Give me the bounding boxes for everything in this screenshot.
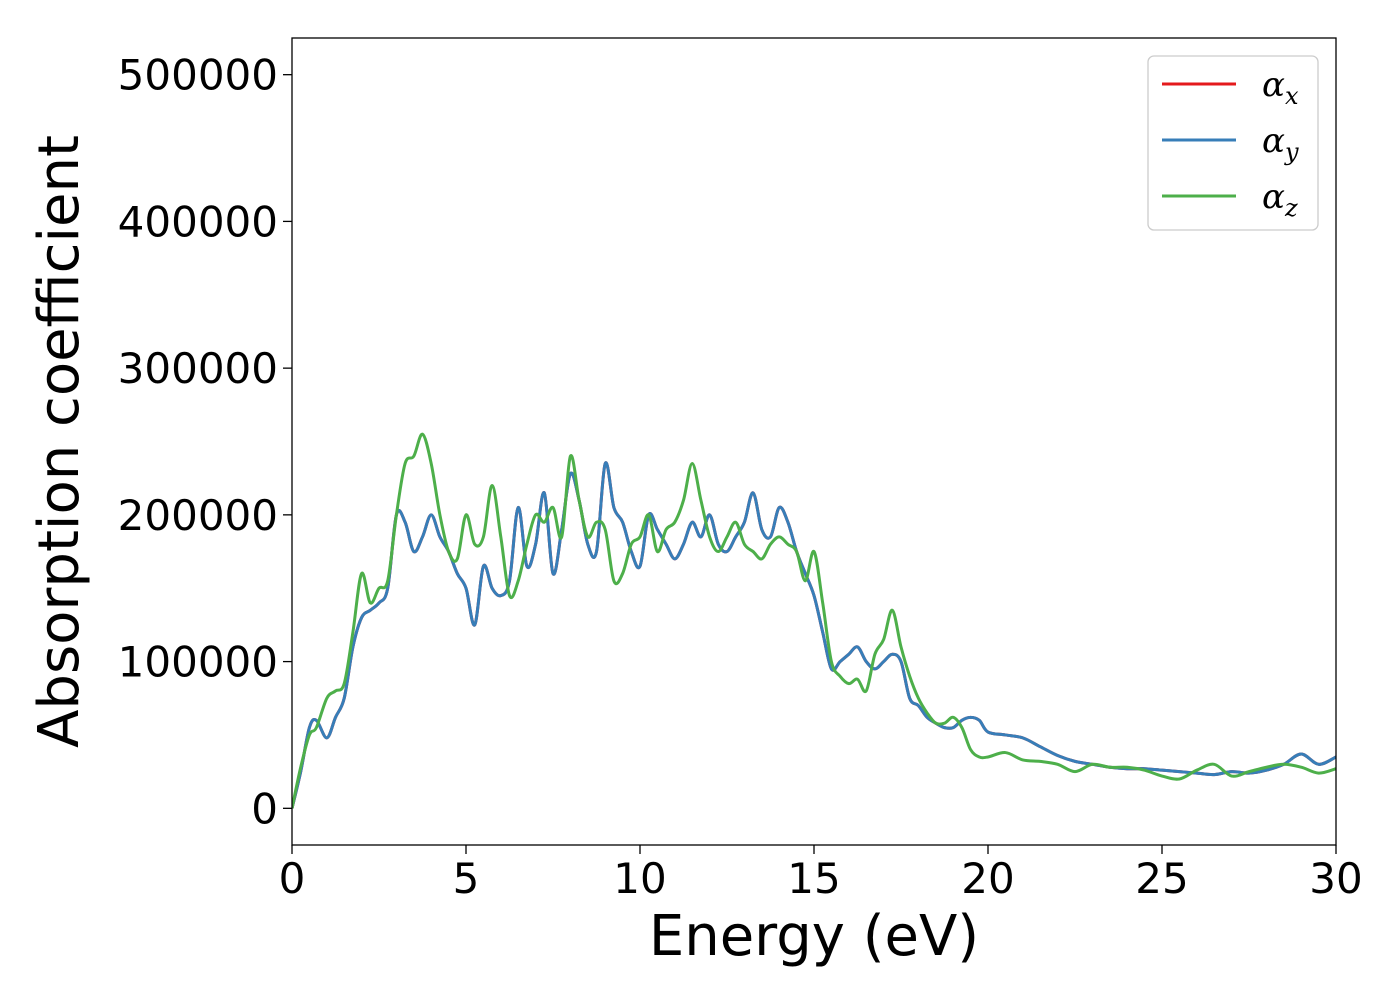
x-tick-label: 20 <box>961 854 1014 903</box>
legend-label: αy <box>1262 121 1299 166</box>
axes: 0 5 10 15 20 25 30 0 100000 200000 300000 400000 500… <box>27 37 1363 969</box>
legend-entry-y: αy <box>1162 121 1299 166</box>
y-tick-label: 200000 <box>118 491 278 540</box>
y-tick-label: 300000 <box>118 344 278 393</box>
series-line-x <box>292 461 1336 809</box>
x-tick-label: 10 <box>613 854 666 903</box>
series-lines <box>292 432 1336 809</box>
x-tick-label: 0 <box>279 854 306 903</box>
legend-entry-x: αx <box>1162 65 1299 110</box>
legend-box <box>1147 55 1319 231</box>
y-tick-label: 100000 <box>118 638 278 687</box>
legend-entry-z: αz <box>1162 177 1298 222</box>
series-line-z <box>292 432 1336 809</box>
x-tick-label: 5 <box>453 854 480 903</box>
y-tick-label: 400000 <box>118 197 278 246</box>
x-tick-label: 25 <box>1135 854 1188 903</box>
y-tick-label: 500000 <box>118 51 278 100</box>
legend-label: αx <box>1262 65 1299 110</box>
series-line-y <box>292 461 1336 809</box>
x-tick-label: 30 <box>1309 854 1362 903</box>
legend-label: αz <box>1262 177 1298 222</box>
y-axis-label: Absorption coefficient <box>27 135 92 748</box>
y-tick-label: 0 <box>251 784 278 833</box>
x-axis-label: Energy (eV) <box>649 904 979 969</box>
x-tick-label: 15 <box>787 854 840 903</box>
legend: αx αy αz <box>1147 55 1319 231</box>
